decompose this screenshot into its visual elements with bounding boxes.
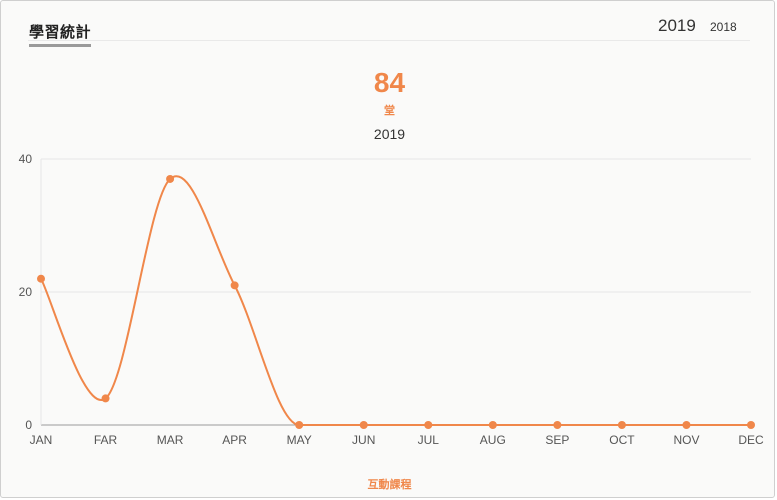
y-tick-label: 40 — [19, 152, 33, 166]
data-point — [747, 421, 755, 429]
line-chart: 0 20 40 JAN FAR MAR APR MAY JUN JUL AUG SEP OCT NOV DE… — [19, 152, 764, 447]
year-tab-2019[interactable]: 2019 — [658, 16, 696, 35]
x-tick-label: JUN — [352, 433, 375, 447]
data-point — [166, 174, 175, 183]
year-tab-2018[interactable]: 2018 — [710, 20, 737, 34]
data-point — [101, 394, 110, 403]
x-tick-label: MAY — [287, 433, 312, 447]
header-divider — [28, 40, 750, 41]
x-tick-label: AUG — [480, 433, 506, 447]
x-tick-label: SEP — [545, 433, 569, 447]
data-point — [295, 421, 304, 429]
total-unit: 堂 — [384, 104, 395, 117]
legend-series-label[interactable]: 互動課程 — [367, 478, 412, 491]
x-tick-label: OCT — [609, 433, 635, 447]
data-point — [553, 421, 562, 429]
x-tick-label: DEC — [738, 433, 764, 447]
total-count: 84 — [373, 67, 406, 98]
data-point — [424, 421, 433, 429]
panel-title: 學習統計 — [29, 21, 92, 47]
y-tick-label: 20 — [19, 285, 33, 299]
chart-title: 2019 — [373, 126, 406, 142]
x-tick-label: NOV — [673, 433, 699, 447]
x-tick-label: JAN — [30, 433, 53, 447]
x-tick-label: APR — [222, 433, 247, 447]
x-tick-label: FAR — [94, 433, 118, 447]
data-point — [359, 421, 368, 429]
y-tick-label: 0 — [25, 418, 32, 432]
x-tick-label: JUL — [418, 433, 440, 447]
data-point — [230, 281, 239, 290]
x-tick-label: MAR — [157, 433, 184, 447]
data-point — [37, 274, 45, 283]
series-line — [40, 175, 751, 427]
data-point — [682, 421, 691, 429]
data-point — [617, 421, 626, 429]
data-point — [488, 421, 497, 429]
